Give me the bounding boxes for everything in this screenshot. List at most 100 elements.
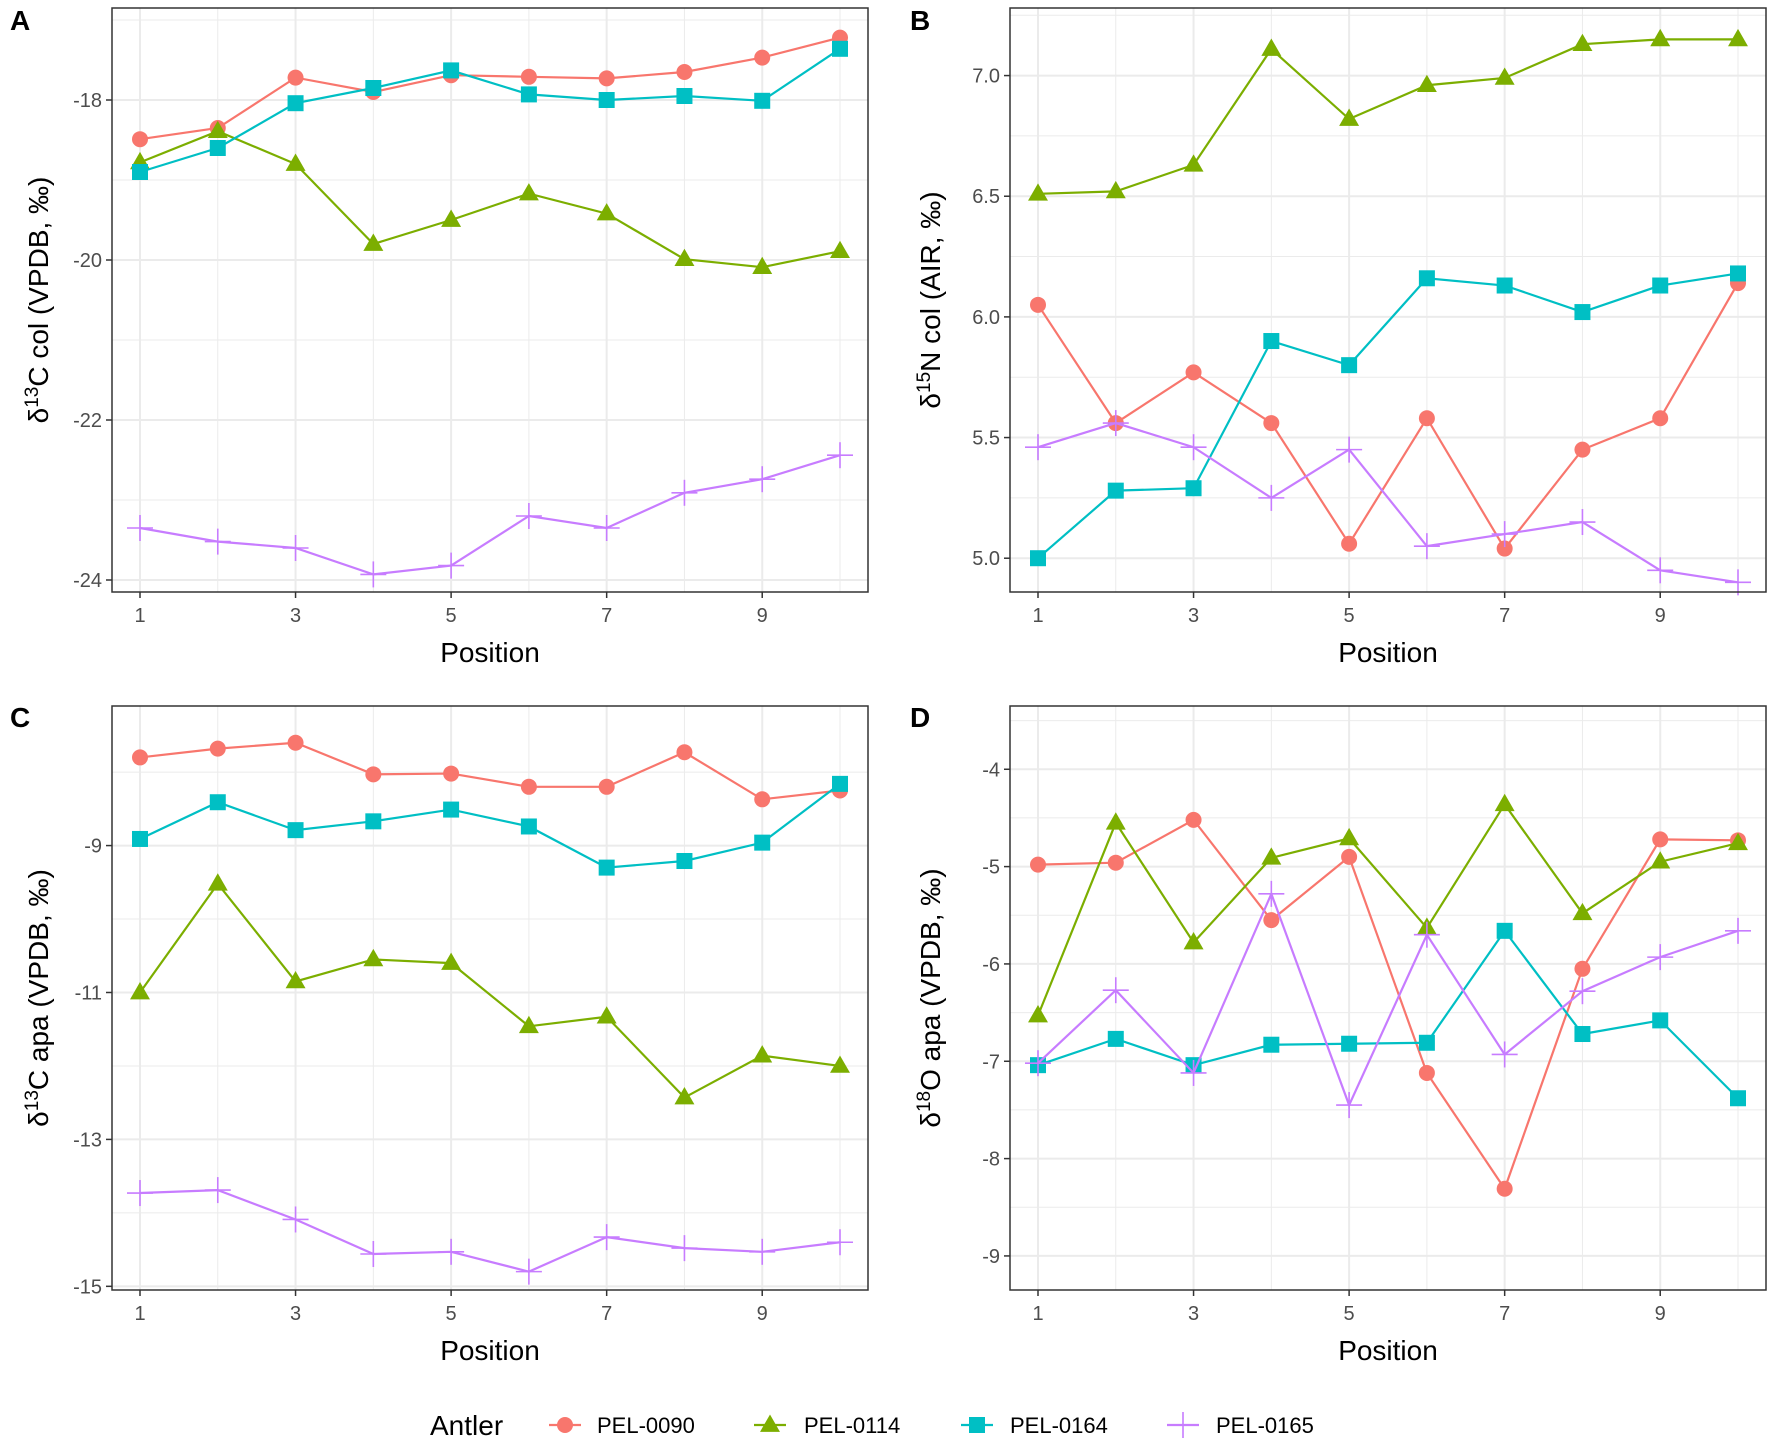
data-point [285, 970, 306, 989]
legend-key-marker [1170, 1412, 1196, 1438]
series-line [139, 782, 841, 869]
data-point [832, 40, 848, 57]
x-tick-label: 9 [757, 605, 768, 627]
data-point [130, 981, 150, 1000]
data-point [676, 64, 693, 80]
x-tick-label: 5 [446, 605, 457, 627]
x-tick-label: 3 [290, 1303, 301, 1325]
data-point [752, 1045, 773, 1063]
data-point [363, 948, 384, 967]
data-point [754, 791, 771, 808]
data-point [287, 822, 304, 839]
data-point [671, 479, 698, 506]
data-point [1341, 535, 1358, 552]
x-tick-label: 3 [1188, 1303, 1199, 1325]
y-tick-label: -20 [73, 250, 102, 272]
legend-key [754, 1414, 786, 1432]
y-tick-label: -11 [75, 982, 102, 1004]
series-PEL-0090 [1030, 811, 1746, 1197]
data-point [515, 503, 542, 529]
data-point [674, 1087, 695, 1105]
data-point [209, 740, 226, 757]
data-point [593, 515, 620, 541]
x-axis-title: Position [440, 637, 540, 668]
data-point [1341, 357, 1358, 374]
legend-label: PEL-0090 [597, 1413, 695, 1438]
x-tick-label: 1 [1032, 605, 1043, 627]
data-point [287, 69, 304, 86]
plot-background [1010, 706, 1766, 1290]
panel-d: D Position δ18O apa (VPDB, ‰) -9 -8 -7 -6 -5… [910, 702, 1767, 1366]
data-point [1652, 277, 1669, 294]
data-point [438, 552, 465, 579]
y-tick-label: -13 [73, 1129, 102, 1151]
panel-a: A Position δ13C col (VPDB, ‰) -24-22-20-… [10, 5, 869, 668]
data-point [1185, 364, 1202, 381]
series-PEL-0114 [1028, 28, 1748, 201]
data-point [209, 794, 226, 811]
legend-label: PEL-0165 [1216, 1413, 1314, 1438]
legend-title: Antler [430, 1410, 503, 1441]
data-point [1569, 978, 1596, 1005]
y-axis-title-sup: 15 [914, 372, 935, 393]
series-PEL-0164 [132, 40, 848, 180]
data-point [1105, 812, 1126, 830]
data-point [754, 834, 771, 851]
data-point [1496, 277, 1513, 294]
data-point [443, 801, 460, 818]
data-point [1418, 410, 1435, 427]
x-tick-label: 7 [601, 1303, 612, 1325]
y-axis-title: δ13C apa (VPDB, ‰) [22, 869, 54, 1127]
series-line [1037, 928, 1739, 1100]
x-axis-title: Position [1338, 637, 1438, 668]
data-point [282, 1206, 309, 1233]
data-point [1574, 1026, 1591, 1043]
x-tick-label: 3 [1188, 605, 1199, 627]
data-point [132, 164, 148, 180]
data-point [1261, 38, 1282, 56]
plot-background [112, 8, 868, 592]
data-point [1030, 296, 1046, 313]
y-tick-label: -4 [982, 759, 1000, 781]
legend-key [549, 1417, 581, 1433]
data-point [1730, 265, 1746, 282]
panel-border [1009, 705, 1767, 1291]
data-point [1496, 1180, 1513, 1197]
plot-background [112, 706, 868, 1290]
data-point [1418, 270, 1435, 287]
data-point [1028, 1005, 1048, 1023]
data-point [1652, 831, 1669, 848]
data-point [1413, 533, 1440, 560]
y-tick-label: -22 [73, 410, 102, 432]
series-PEL-0165 [1025, 880, 1751, 1119]
series-PEL-0165 [127, 1177, 853, 1285]
legend-key-marker [760, 1414, 780, 1432]
x-tick-label: 9 [1655, 1303, 1666, 1325]
x-tick-label: 1 [1032, 1303, 1043, 1325]
data-point [1491, 521, 1518, 548]
panel-letter: A [10, 5, 30, 36]
data-point [282, 535, 309, 561]
y-axis-title-delta: δ [23, 408, 54, 424]
y-tick-label: 5.0 [972, 548, 1000, 570]
data-point [1258, 880, 1285, 907]
data-point [1263, 333, 1280, 350]
data-point [1491, 1041, 1518, 1068]
data-point [1263, 415, 1280, 432]
data-point [443, 765, 460, 782]
data-point [132, 830, 148, 847]
y-tick-label: -15 [73, 1276, 102, 1298]
legend-entry: PEL-0165 [1167, 1412, 1314, 1438]
data-point [1728, 832, 1748, 851]
legend-label: PEL-0114 [804, 1413, 900, 1438]
data-point [1725, 917, 1751, 944]
y-axis-title: δ15N col (AIR, ‰) [914, 191, 946, 408]
x-tick-label: 9 [1655, 605, 1666, 627]
data-point [1025, 1050, 1051, 1077]
plot-area [1010, 8, 1766, 592]
y-tick-label: 6.5 [972, 186, 1000, 208]
series-PEL-0114 [130, 873, 850, 1105]
data-point [515, 1258, 542, 1285]
data-point [1030, 856, 1046, 873]
data-point [441, 209, 462, 227]
